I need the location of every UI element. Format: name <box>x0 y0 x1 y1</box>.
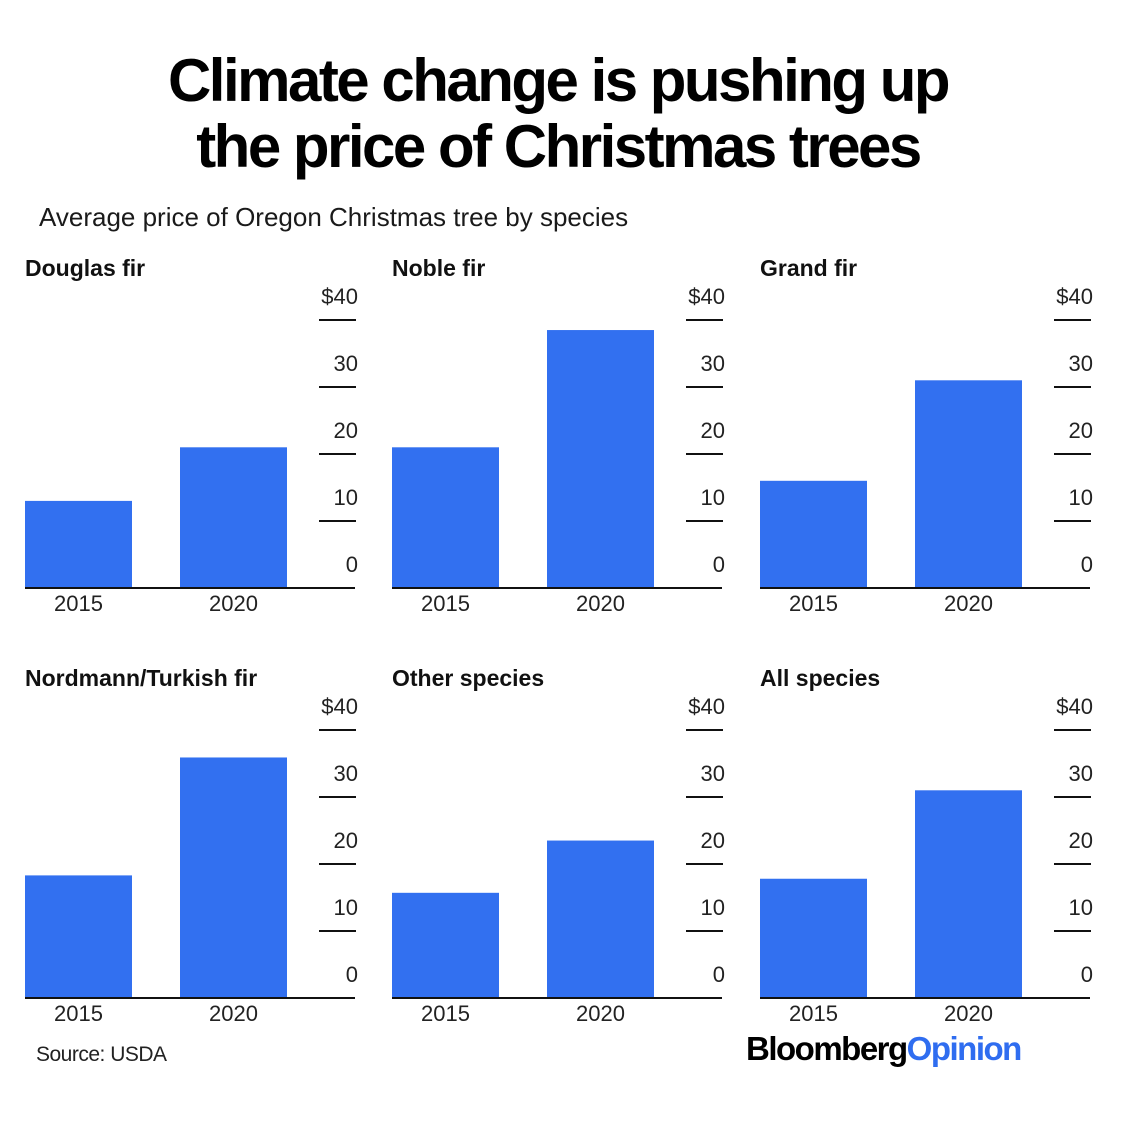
y-tick-label-nordmann-turkish-fir-1: 10 <box>334 895 358 920</box>
source-note: Source: USDA <box>36 1043 167 1066</box>
y-tick-label-all-species-0: 0 <box>1081 962 1093 987</box>
panel-title-nordmann-turkish-fir: Nordmann/Turkish fir <box>25 665 257 691</box>
x-label-all-species-2020: 2020 <box>944 1001 993 1026</box>
y-tick-label-other-species-3: 30 <box>701 761 725 786</box>
bar-other-species-2015 <box>392 892 499 998</box>
bloomberg-opinion-logo: BloombergOpinion <box>746 1030 1023 1068</box>
y-tick-label-douglas-fir-3: 30 <box>334 351 358 376</box>
bar-grand-fir-2015 <box>760 480 867 588</box>
y-tick-label-other-species-0: 0 <box>713 962 725 987</box>
brand-part-2: Opinion <box>906 1030 1023 1067</box>
y-tick-label-nordmann-turkish-fir-2: 20 <box>334 828 358 853</box>
y-tick-label-noble-fir-2: 20 <box>701 418 725 443</box>
bar-nordmann-turkish-fir-2020 <box>180 757 287 998</box>
y-tick-label-noble-fir-1: 10 <box>701 485 725 510</box>
y-tick-label-all-species-3: 30 <box>1069 761 1093 786</box>
bar-nordmann-turkish-fir-2015 <box>25 875 132 998</box>
bar-noble-fir-2015 <box>392 447 499 588</box>
y-tick-label-all-species-4: $40 <box>1056 694 1093 719</box>
y-tick-label-other-species-2: 20 <box>701 828 725 853</box>
y-tick-label-grand-fir-4: $40 <box>1056 284 1093 309</box>
panel-title-all-species: All species <box>760 665 880 691</box>
y-tick-label-other-species-4: $40 <box>688 694 725 719</box>
bar-grand-fir-2020 <box>915 380 1022 588</box>
x-label-douglas-fir-2020: 2020 <box>209 591 258 616</box>
bar-all-species-2020 <box>915 790 1022 998</box>
bar-all-species-2015 <box>760 878 867 998</box>
y-tick-label-noble-fir-0: 0 <box>713 552 725 577</box>
y-tick-label-grand-fir-3: 30 <box>1069 351 1093 376</box>
title-line-2: the price of Christmas trees <box>196 113 922 180</box>
panel-title-grand-fir: Grand fir <box>760 255 857 281</box>
y-tick-label-nordmann-turkish-fir-4: $40 <box>321 694 358 719</box>
y-tick-label-noble-fir-4: $40 <box>688 284 725 309</box>
x-label-other-species-2015: 2015 <box>421 1001 470 1026</box>
y-tick-label-nordmann-turkish-fir-3: 30 <box>334 761 358 786</box>
y-tick-label-nordmann-turkish-fir-0: 0 <box>346 962 358 987</box>
y-tick-label-douglas-fir-1: 10 <box>334 485 358 510</box>
y-tick-label-all-species-1: 10 <box>1069 895 1093 920</box>
x-label-nordmann-turkish-fir-2015: 2015 <box>54 1001 103 1026</box>
x-label-noble-fir-2015: 2015 <box>421 591 470 616</box>
chart-title: Climate change is pushing up the price o… <box>0 48 1116 180</box>
x-label-other-species-2020: 2020 <box>576 1001 625 1026</box>
y-tick-label-grand-fir-1: 10 <box>1069 485 1093 510</box>
y-tick-label-douglas-fir-0: 0 <box>346 552 358 577</box>
panel-title-other-species: Other species <box>392 665 544 691</box>
x-label-nordmann-turkish-fir-2020: 2020 <box>209 1001 258 1026</box>
x-label-douglas-fir-2015: 2015 <box>54 591 103 616</box>
bar-douglas-fir-2015 <box>25 500 132 588</box>
y-tick-label-other-species-1: 10 <box>701 895 725 920</box>
title-line-1: Climate change is pushing up <box>167 47 951 114</box>
chart-subtitle: Average price of Oregon Christmas tree b… <box>39 202 629 232</box>
bar-noble-fir-2020 <box>547 330 654 588</box>
y-tick-label-grand-fir-0: 0 <box>1081 552 1093 577</box>
y-tick-label-douglas-fir-4: $40 <box>321 284 358 309</box>
y-tick-label-noble-fir-3: 30 <box>701 351 725 376</box>
x-label-grand-fir-2020: 2020 <box>944 591 993 616</box>
y-tick-label-all-species-2: 20 <box>1069 828 1093 853</box>
panel-title-douglas-fir: Douglas fir <box>25 255 145 281</box>
y-tick-label-douglas-fir-2: 20 <box>334 418 358 443</box>
y-tick-label-grand-fir-2: 20 <box>1069 418 1093 443</box>
brand-part-1: Bloomberg <box>746 1030 908 1067</box>
bar-douglas-fir-2020 <box>180 447 287 588</box>
x-label-all-species-2015: 2015 <box>789 1001 838 1026</box>
bar-other-species-2020 <box>547 840 654 998</box>
x-label-grand-fir-2015: 2015 <box>789 591 838 616</box>
panel-title-noble-fir: Noble fir <box>392 255 485 281</box>
x-label-noble-fir-2020: 2020 <box>576 591 625 616</box>
